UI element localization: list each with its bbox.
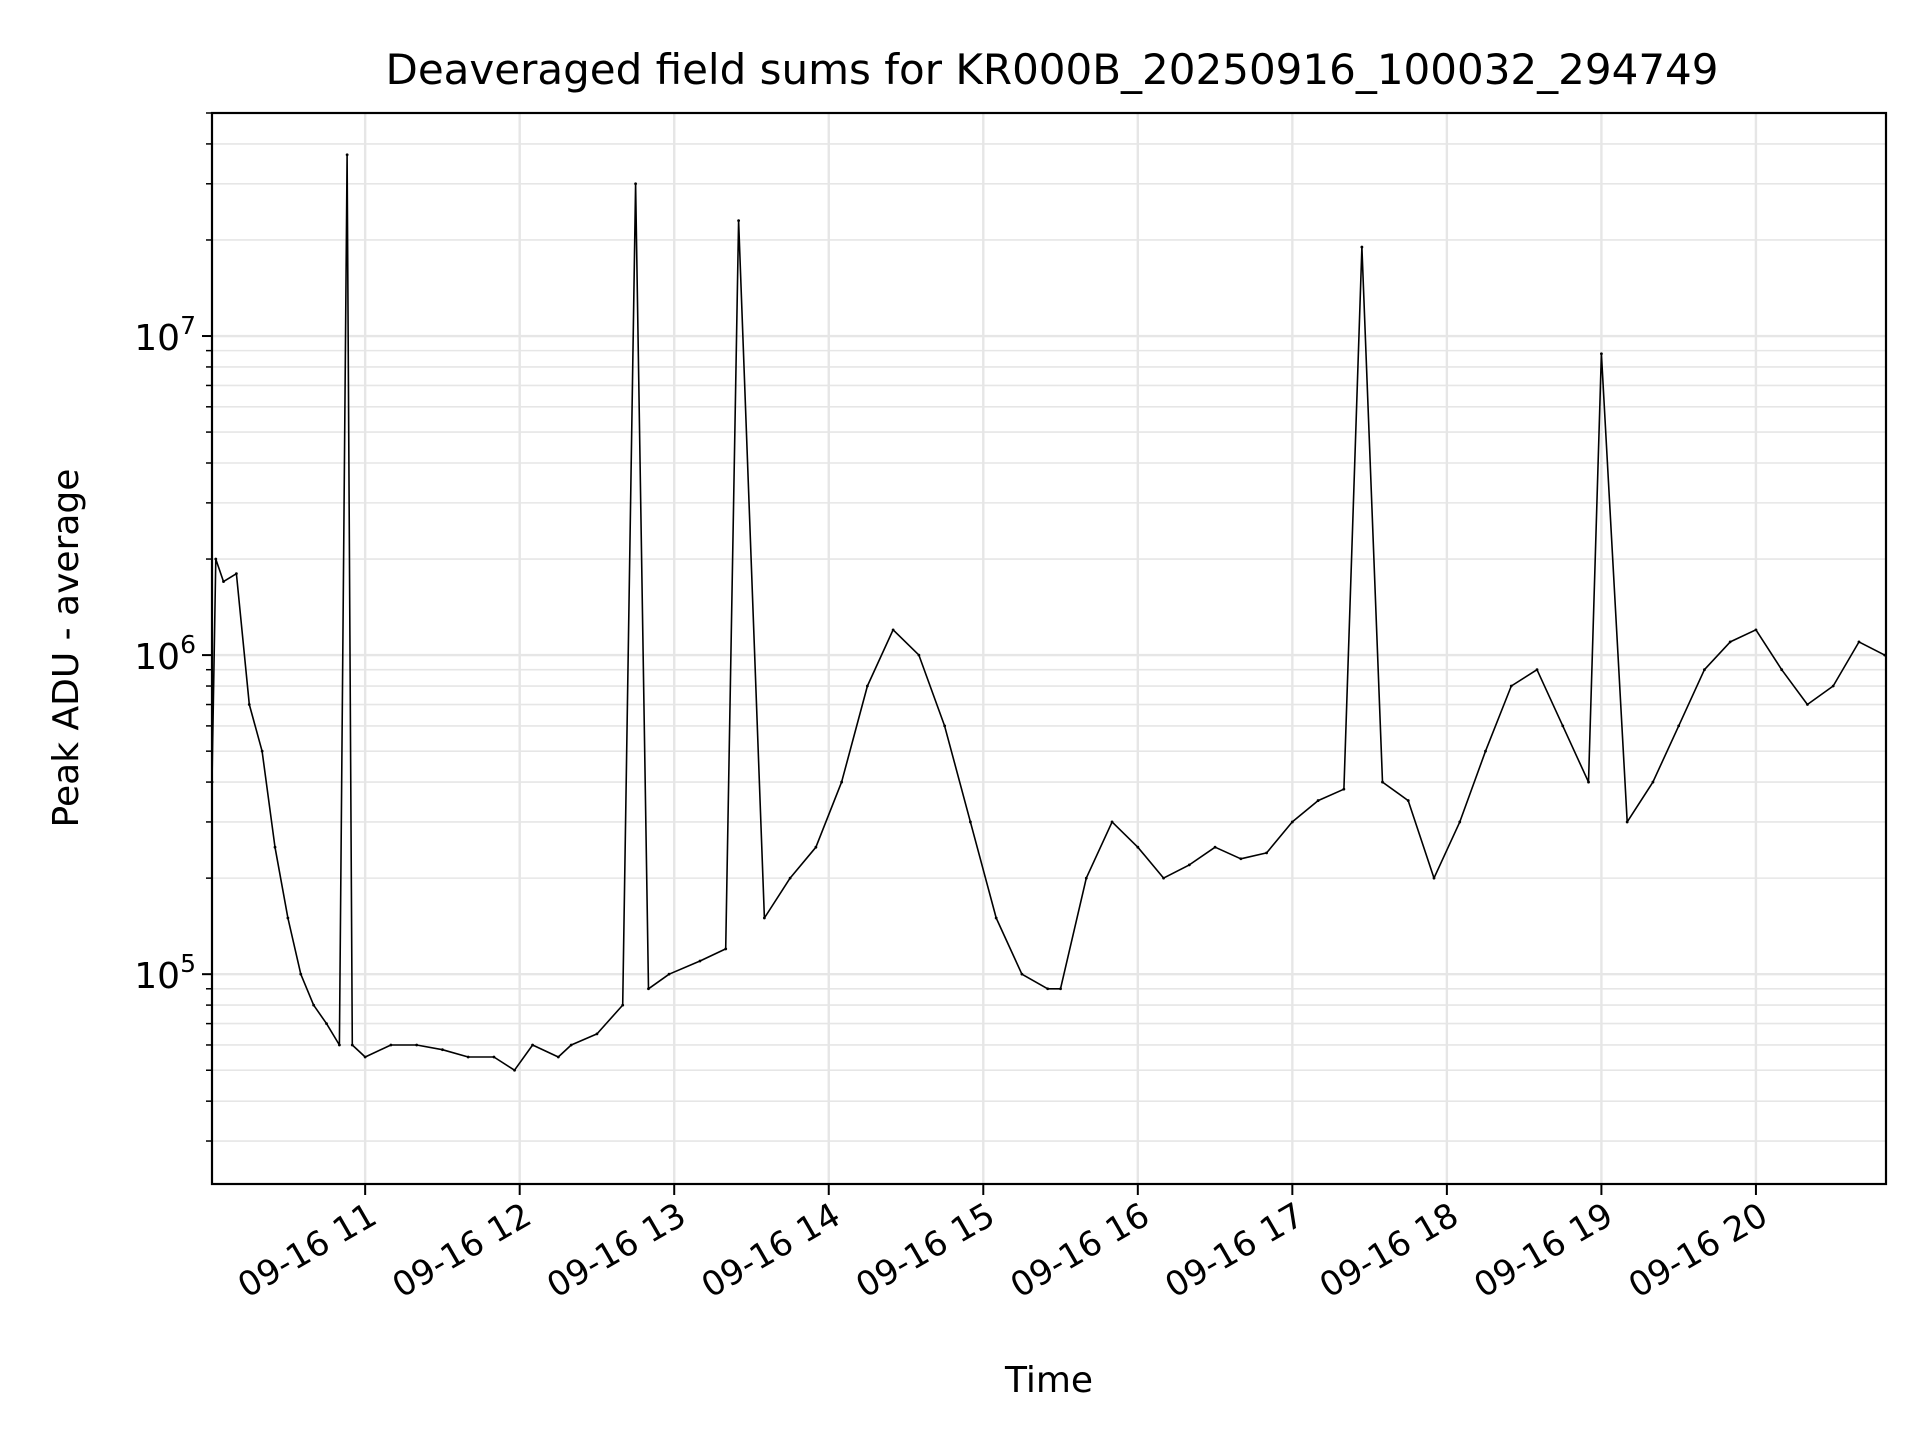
data-point	[647, 987, 650, 991]
y-tick-label: 107	[134, 311, 196, 359]
data-point	[1728, 640, 1732, 644]
data-point	[1484, 749, 1487, 753]
y-tick-label-base: 10	[134, 956, 180, 997]
data-point	[1046, 987, 1050, 991]
data-point	[338, 1043, 341, 1047]
data-point	[273, 845, 277, 849]
data-point	[1831, 684, 1835, 688]
data-point	[788, 876, 792, 880]
data-point	[840, 780, 844, 784]
data-point	[1290, 820, 1294, 824]
y-tick-label-exponent: 5	[180, 949, 196, 978]
data-point	[724, 947, 728, 951]
data-point	[513, 1068, 516, 1072]
data-point	[1432, 876, 1436, 880]
data-point	[214, 557, 218, 561]
data-point	[698, 959, 702, 963]
data-point	[531, 1043, 534, 1047]
data-point	[234, 572, 238, 576]
data-point	[994, 916, 998, 920]
data-point	[917, 653, 921, 657]
data-point	[222, 580, 225, 583]
data-point	[969, 820, 972, 824]
data-point	[595, 1032, 599, 1036]
data-point	[492, 1055, 496, 1059]
data-point	[667, 972, 671, 976]
y-tick-label: 105	[134, 949, 196, 997]
data-point	[1651, 780, 1655, 784]
data-point	[1342, 787, 1346, 791]
data-point	[1265, 851, 1268, 855]
data-point	[1535, 668, 1539, 672]
data-point	[1625, 820, 1629, 824]
data-point	[312, 1003, 316, 1007]
data-point	[1600, 352, 1603, 356]
data-point	[943, 724, 947, 728]
data-point	[556, 1055, 560, 1059]
data-point	[1059, 987, 1062, 991]
data-point	[1239, 857, 1243, 861]
data-point	[1162, 876, 1165, 880]
y-tick-label-exponent: 7	[180, 311, 196, 340]
data-point	[1806, 703, 1809, 706]
data-point	[891, 628, 895, 632]
data-point	[569, 1043, 573, 1047]
data-point	[345, 153, 349, 157]
y-axis-label: Peak ADU - average	[46, 469, 87, 828]
data-point	[1458, 820, 1462, 824]
data-point	[1703, 668, 1706, 672]
data-point	[762, 916, 766, 920]
data-point	[865, 684, 869, 688]
data-point	[1561, 724, 1565, 728]
data-point	[737, 219, 741, 223]
data-point	[325, 1022, 328, 1026]
x-axis-label: Time	[1004, 1360, 1093, 1401]
data-point	[1213, 845, 1217, 849]
y-tick-label-base: 10	[134, 637, 180, 678]
y-tick-label: 106	[134, 630, 196, 678]
data-point	[389, 1043, 393, 1047]
data-point	[415, 1043, 419, 1047]
y-tick-label-exponent: 6	[180, 630, 196, 659]
data-point	[1360, 245, 1364, 249]
data-point	[350, 1043, 354, 1047]
data-point	[1754, 628, 1758, 632]
data-point	[1084, 876, 1088, 880]
data-point	[1406, 799, 1410, 802]
data-point	[1020, 972, 1024, 976]
data-point	[260, 749, 264, 753]
data-point	[247, 703, 251, 706]
data-point	[1780, 668, 1784, 672]
data-point	[466, 1055, 470, 1059]
series-line	[211, 153, 1886, 1071]
data-point	[1587, 780, 1590, 784]
plot-frame	[210, 111, 1888, 1186]
data-point	[1381, 780, 1384, 784]
data-point	[286, 916, 290, 920]
data-point	[814, 845, 818, 849]
data-point	[363, 1055, 367, 1059]
data-point	[621, 1003, 625, 1007]
data-point	[1677, 724, 1681, 728]
data-point	[634, 182, 637, 186]
data-point	[1187, 863, 1191, 867]
series-layer	[210, 153, 1887, 1072]
data-point	[1509, 684, 1513, 688]
data-point	[1110, 820, 1114, 824]
data-point	[1857, 640, 1861, 644]
chart-title: Deaveraged field sums for KR000B_2025091…	[386, 45, 1719, 94]
data-point	[299, 972, 303, 976]
data-point	[1316, 799, 1320, 802]
y-tick-label-base: 10	[134, 318, 180, 359]
data-point	[441, 1048, 444, 1052]
data-point	[1136, 845, 1140, 849]
